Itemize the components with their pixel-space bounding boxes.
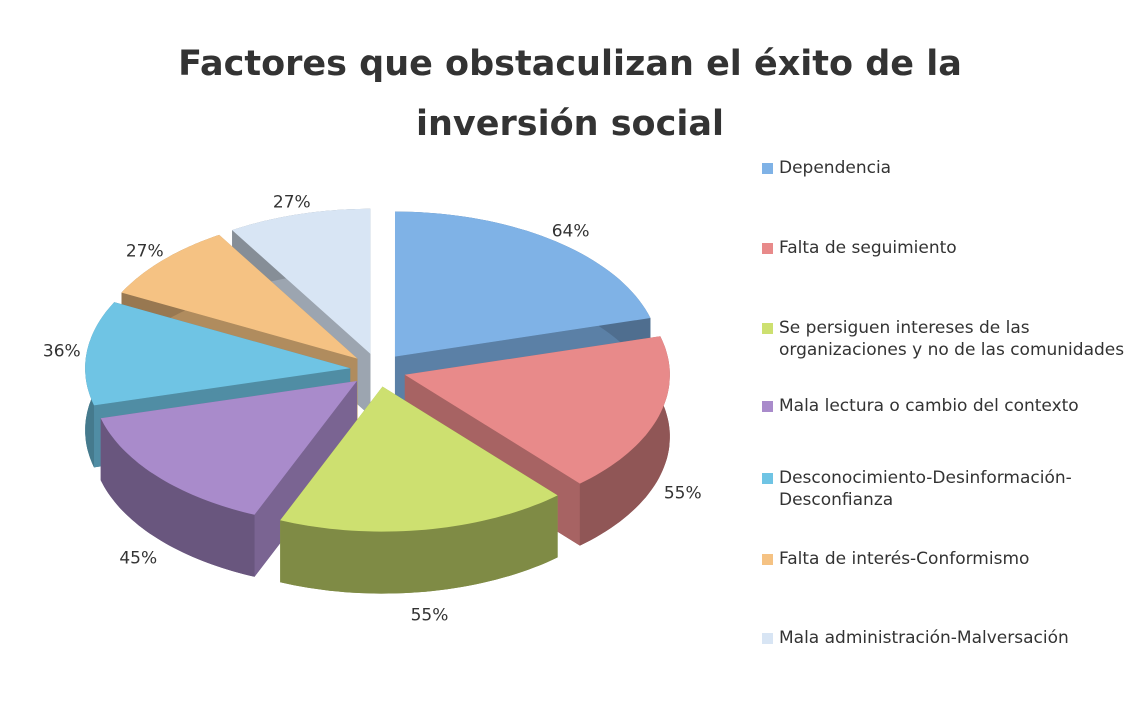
data-label: 55% xyxy=(411,606,449,626)
legend-item: Dependencia xyxy=(762,157,1132,179)
data-label: 27% xyxy=(273,193,311,213)
slice-top xyxy=(280,386,558,532)
legend-label: Mala administración-Malversación xyxy=(779,628,1069,648)
chart-title: Factores que obstaculizan el éxito de la… xyxy=(178,44,962,144)
slice-top xyxy=(394,211,651,357)
data-label: 36% xyxy=(43,341,81,361)
slice-wall xyxy=(100,418,255,577)
legend-item: Mala administración-Malversación xyxy=(762,627,1132,649)
slice-top xyxy=(85,302,351,406)
legend-swatch xyxy=(762,401,773,412)
legend-label: Se persiguen intereses de las organizaci… xyxy=(779,318,1125,360)
legend-swatch xyxy=(762,473,773,484)
legend-item: Falta de interés-Conformismo xyxy=(762,548,1132,570)
legend-item: Desconocimiento-Desinformación-Desconfia… xyxy=(762,467,1132,511)
legend-swatch xyxy=(762,243,773,254)
legend-item: Mala lectura o cambio del contexto xyxy=(762,395,1132,417)
legend-label: Desconocimiento-Desinformación-Desconfia… xyxy=(779,468,1072,510)
slice xyxy=(280,386,558,594)
data-label: 64% xyxy=(552,222,590,242)
data-label: 55% xyxy=(664,484,702,504)
slice-wall xyxy=(579,336,670,546)
slice-top xyxy=(121,234,358,359)
legend-swatch xyxy=(762,323,773,334)
chart: 64% 55% 55% 45% 36% 27% 27% xyxy=(43,193,702,626)
legend-item: Falta de seguimiento xyxy=(762,237,1132,259)
slice-wall xyxy=(280,495,558,594)
legend-label: Falta de interés-Conformismo xyxy=(779,549,1030,569)
legend-swatch xyxy=(762,633,773,644)
legend-swatch xyxy=(762,554,773,565)
data-label: 45% xyxy=(119,548,157,568)
slice-top xyxy=(404,336,670,484)
legend-label: Mala lectura o cambio del contexto xyxy=(779,396,1079,416)
legend-item: Se persiguen intereses de las organizaci… xyxy=(762,317,1132,361)
slice-top xyxy=(232,208,371,354)
legend-swatch xyxy=(762,163,773,174)
slice-top xyxy=(100,381,357,515)
slice xyxy=(100,381,357,577)
data-label: 27% xyxy=(126,242,164,262)
legend-label: Falta de seguimiento xyxy=(779,238,957,258)
legend-label: Dependencia xyxy=(779,158,892,178)
